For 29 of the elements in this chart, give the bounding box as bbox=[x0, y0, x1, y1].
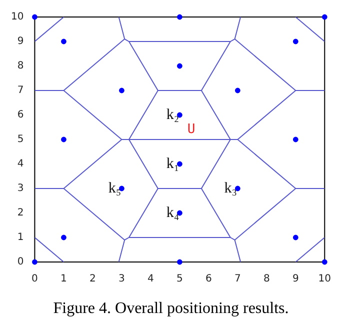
y-tick-label: 9 bbox=[17, 36, 24, 48]
annotation: k₂ bbox=[166, 106, 180, 123]
x-tick-label: 10 bbox=[318, 274, 332, 285]
x-tick-label: 8 bbox=[263, 274, 270, 285]
x-tick-label: 1 bbox=[60, 274, 67, 285]
y-tick-label: 8 bbox=[17, 60, 24, 72]
x-tick-label: 3 bbox=[118, 274, 125, 285]
annotation: k₃ bbox=[224, 180, 238, 196]
x-tick-label: 4 bbox=[148, 274, 154, 285]
y-tick-label: 6 bbox=[17, 110, 24, 121]
annotation: k₁ bbox=[166, 156, 180, 172]
x-tick-label: 6 bbox=[205, 274, 212, 285]
annotation: k₄ bbox=[166, 204, 180, 221]
y-tick-label: 5 bbox=[17, 134, 24, 146]
x-tick-label: 2 bbox=[90, 274, 96, 285]
y-tick-label: 10 bbox=[10, 12, 24, 23]
annotation: U bbox=[187, 122, 196, 138]
x-tick-label: 5 bbox=[176, 274, 183, 285]
y-tick-label: 1 bbox=[17, 232, 24, 244]
y-tick-label: 2 bbox=[17, 208, 24, 219]
annotation: k₅ bbox=[108, 180, 122, 196]
x-tick-label: 9 bbox=[292, 274, 299, 285]
x-tick-label: 7 bbox=[234, 274, 241, 285]
y-tick-label: 3 bbox=[17, 183, 24, 194]
y-tick-label: 0 bbox=[17, 256, 24, 268]
y-tick-label: 7 bbox=[17, 85, 24, 96]
y-tick-label: 4 bbox=[17, 158, 24, 170]
caption: Figure 4. Overall positioning results. bbox=[52, 300, 290, 318]
x-tick-label: 0 bbox=[32, 274, 38, 285]
